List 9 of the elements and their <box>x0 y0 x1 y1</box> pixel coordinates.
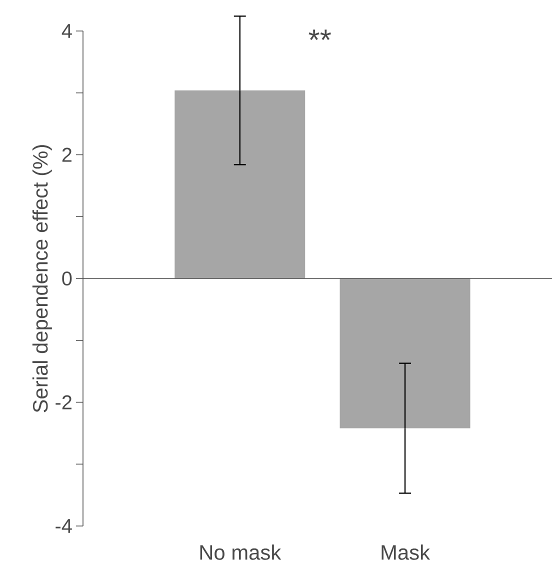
x-tick-label: Mask <box>382 544 430 560</box>
y-tick-label: 0 <box>62 271 72 286</box>
y-tick-label: 2 <box>62 148 72 162</box>
y-tick-label: -2 <box>55 395 72 410</box>
y-tick-label: -4 <box>55 519 72 533</box>
annotation: ** <box>308 30 331 40</box>
y-axis-title: Serial dependence effect (%) <box>32 145 52 412</box>
x-tick-label: No mask <box>200 544 281 560</box>
y-tick-label: 4 <box>62 24 72 38</box>
